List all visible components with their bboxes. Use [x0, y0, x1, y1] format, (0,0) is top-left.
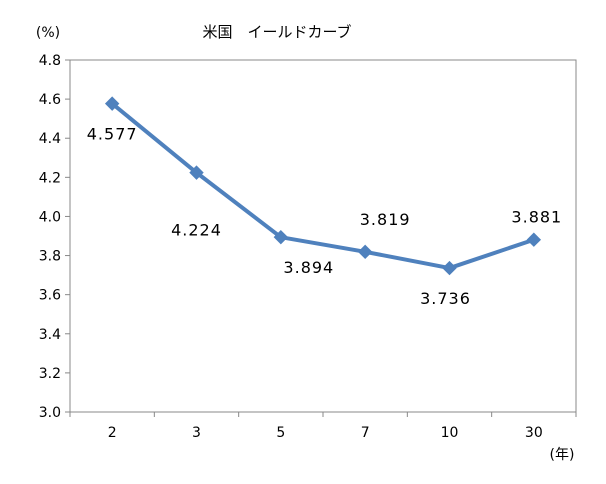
y-tick-label: 4.2	[39, 170, 61, 186]
data-label: 4.577	[87, 125, 138, 144]
data-label: 3.819	[360, 210, 411, 229]
x-axis-unit: (年)	[550, 447, 575, 463]
x-tick-label: 10	[441, 425, 459, 441]
x-axis: 2 3 5 7 10 30	[69, 412, 577, 441]
data-point-marker	[526, 232, 542, 247]
series-line	[110, 101, 536, 271]
x-tick-label: 5	[276, 425, 285, 441]
x-tick-label: 3	[192, 425, 201, 441]
x-tick-label: 7	[361, 425, 370, 441]
y-tick-label: 4.6	[39, 92, 61, 108]
x-tick-label: 30	[525, 425, 543, 441]
y-tick-label: 3.6	[39, 288, 61, 304]
data-point-marker	[442, 260, 457, 276]
plot-frame	[69, 59, 577, 413]
data-point-marker	[104, 96, 120, 111]
y-axis-unit: (%)	[36, 25, 60, 41]
data-label: 3.881	[511, 208, 562, 227]
series-layer	[104, 96, 542, 276]
data-label: 3.894	[283, 258, 334, 277]
y-tick-label: 3.2	[39, 366, 61, 382]
chart-title: 米国 イールドカーブ	[202, 23, 351, 41]
y-tick-label: 3.4	[39, 327, 61, 343]
y-tick-label: 4.0	[39, 209, 61, 225]
y-tick-label: 4.8	[39, 53, 61, 69]
data-label: 4.224	[171, 221, 222, 240]
data-point-marker	[189, 165, 204, 180]
x-tick-label: 2	[108, 425, 117, 441]
y-tick-label: 4.4	[39, 131, 61, 147]
y-tick-label: 3.8	[39, 249, 61, 265]
y-tick-label: 3.0	[39, 405, 61, 421]
data-point-marker	[357, 244, 373, 260]
y-axis: 3.0 3.2 3.4 3.6 3.8 4.0 4.2 4.4 4.6 4.8	[39, 53, 70, 421]
data-label: 3.736	[420, 289, 471, 308]
data-point-marker	[273, 229, 289, 245]
data-label-layer: 4.577 4.224 3.894 3.819 3.736 3.881	[87, 125, 562, 308]
